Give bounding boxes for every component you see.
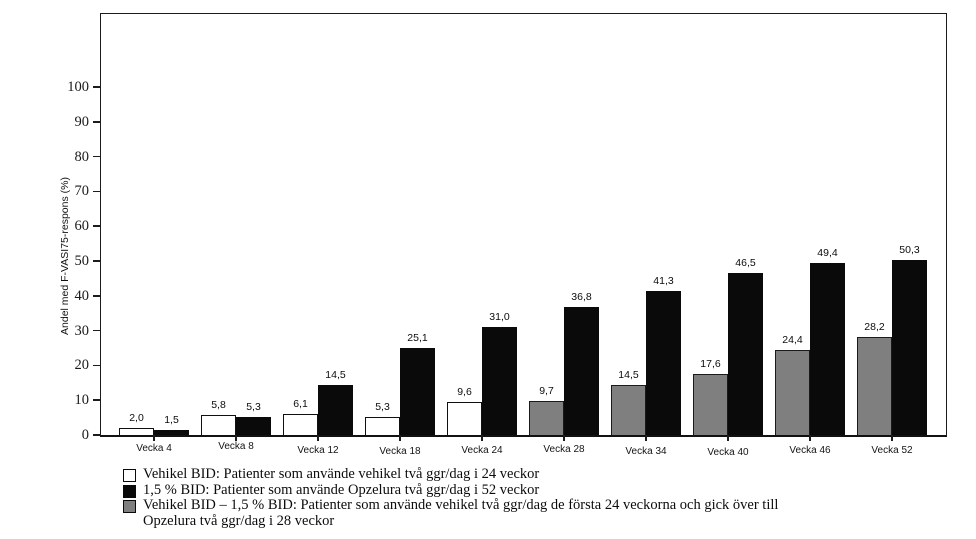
y-axis-tick bbox=[93, 155, 101, 158]
bar-gray-vecka-28 bbox=[529, 401, 564, 435]
y-axis-tick-label: 20 bbox=[74, 357, 90, 374]
bar-value-label: 28,2 bbox=[864, 320, 885, 333]
legend-label: Vehikel BID: Patienter som använde vehik… bbox=[143, 466, 540, 482]
bar-gray-vecka-34 bbox=[611, 384, 646, 435]
bar-black-vecka-12 bbox=[318, 384, 353, 435]
bar-black-vecka-8 bbox=[236, 416, 271, 435]
x-axis-label-vecka-28: Vecka 28 bbox=[543, 444, 585, 455]
x-axis-label-vecka-46: Vecka 46 bbox=[789, 445, 831, 456]
bar-value-label: 46,5 bbox=[735, 257, 756, 270]
legend-item-0: Vehikel BID: Patienter som använde vehik… bbox=[123, 466, 778, 483]
y-axis-tick-label: 10 bbox=[74, 392, 90, 409]
x-axis-label-vecka-18: Vecka 18 bbox=[379, 446, 421, 457]
legend-label: 1,5 % BID: Patienter som använde Opzelur… bbox=[143, 481, 540, 498]
y-axis-tick-label: 100 bbox=[67, 79, 89, 95]
bar-value-label: 14,5 bbox=[325, 368, 346, 381]
x-axis-tick bbox=[809, 435, 811, 441]
x-axis-label-vecka-34: Vecka 34 bbox=[625, 446, 667, 457]
plot-area: Andel med F-VASI75-respons (%) 0 10 20 30 40… bbox=[59, 13, 947, 458]
bar-value-label: 5,3 bbox=[246, 400, 261, 413]
bar-value-label: 25,1 bbox=[407, 331, 428, 344]
bar-black-vecka-34 bbox=[646, 291, 681, 435]
bar-gray-vecka-52 bbox=[857, 336, 892, 435]
y-axis-tick-label: 60 bbox=[74, 218, 90, 235]
legend-swatch-black bbox=[123, 484, 136, 498]
bar-black-vecka-4 bbox=[154, 429, 189, 435]
bar-black-vecka-24 bbox=[482, 327, 517, 435]
x-axis-label-vecka-8: Vecka 8 bbox=[218, 441, 254, 452]
bar-value-label: 17,6 bbox=[700, 357, 721, 370]
bar-white-vecka-12 bbox=[283, 413, 318, 435]
y-axis-tick bbox=[93, 190, 101, 193]
y-axis-tick bbox=[93, 295, 101, 297]
x-axis-tick bbox=[481, 435, 483, 441]
x-axis-label-vecka-40: Vecka 40 bbox=[707, 447, 749, 458]
bar-gray-vecka-40 bbox=[693, 373, 728, 435]
y-axis-tick bbox=[93, 434, 101, 436]
bar-black-vecka-18 bbox=[400, 347, 435, 435]
x-axis-label-vecka-12: Vecka 12 bbox=[297, 445, 339, 456]
legend-item-2: Vehikel BID – 1,5 % BID: Patienter som a… bbox=[123, 497, 779, 529]
legend: Vehikel BID: Patienter som använde vehik… bbox=[123, 466, 779, 529]
legend-label: Vehikel BID – 1,5 % BID: Patienter som a… bbox=[143, 497, 779, 529]
y-axis-tick-label: 40 bbox=[74, 287, 90, 304]
y-axis-tick-label: 90 bbox=[74, 113, 90, 130]
y-axis-tick-label: 50 bbox=[74, 253, 90, 269]
bar-value-label: 5,3 bbox=[375, 400, 390, 413]
bar-value-label: 6,1 bbox=[293, 397, 308, 410]
bar-value-label: 1,5 bbox=[164, 413, 179, 426]
bar-value-label: 50,3 bbox=[899, 243, 920, 256]
bar-white-vecka-24 bbox=[447, 401, 482, 435]
bar-white-vecka-8 bbox=[201, 414, 236, 435]
bar-value-label: 2,0 bbox=[129, 412, 144, 425]
x-axis-label-vecka-52: Vecka 52 bbox=[871, 445, 913, 456]
legend-swatch-white bbox=[123, 469, 136, 482]
bar-value-label: 36,8 bbox=[571, 290, 592, 303]
legend-item-1: 1,5 % BID: Patienter som använde Opzelur… bbox=[123, 481, 778, 499]
bar-black-vecka-52 bbox=[892, 259, 927, 435]
y-axis-tick bbox=[93, 225, 101, 227]
y-axis-tick bbox=[93, 86, 101, 88]
x-axis-tick bbox=[891, 435, 893, 441]
x-axis-tick bbox=[727, 435, 729, 441]
y-axis-tick-label: 0 bbox=[81, 427, 89, 443]
x-axis-tick bbox=[645, 435, 647, 441]
y-axis-tick bbox=[93, 329, 101, 332]
x-axis-label-vecka-4: Vecka 4 bbox=[136, 443, 172, 454]
bar-value-label: 9,6 bbox=[457, 385, 472, 398]
bar-white-vecka-18 bbox=[365, 416, 400, 435]
y-axis-tick bbox=[93, 364, 101, 367]
bar-value-label: 14,5 bbox=[618, 368, 639, 381]
legend-swatch-gray bbox=[123, 500, 136, 513]
y-axis-tick-label: 80 bbox=[74, 148, 90, 165]
x-axis-label-vecka-24: Vecka 24 bbox=[461, 445, 503, 456]
bar-value-label: 9,7 bbox=[539, 385, 554, 398]
x-axis-tick bbox=[235, 435, 237, 441]
x-axis-tick bbox=[317, 435, 319, 441]
bar-gray-vecka-46 bbox=[775, 350, 810, 435]
bar-black-vecka-28 bbox=[564, 306, 599, 435]
bar-black-vecka-40 bbox=[728, 273, 763, 435]
y-axis-tick bbox=[93, 121, 101, 123]
bar-value-label: 49,4 bbox=[817, 247, 838, 260]
bar-black-vecka-46 bbox=[810, 263, 845, 435]
bar-value-label: 31,0 bbox=[489, 311, 510, 324]
y-axis-tick bbox=[93, 260, 101, 262]
bar-value-label: 5,8 bbox=[211, 398, 226, 411]
x-axis-tick bbox=[563, 435, 565, 441]
bar-value-label: 41,3 bbox=[653, 275, 674, 288]
x-axis-tick bbox=[153, 435, 155, 441]
y-axis-tick-label: 70 bbox=[74, 183, 90, 200]
bar-white-vecka-4 bbox=[119, 428, 154, 435]
bar-value-label: 24,4 bbox=[782, 334, 803, 347]
y-axis-tick bbox=[93, 399, 101, 401]
y-axis-tick-label: 30 bbox=[74, 322, 90, 339]
x-axis-tick bbox=[399, 435, 401, 441]
